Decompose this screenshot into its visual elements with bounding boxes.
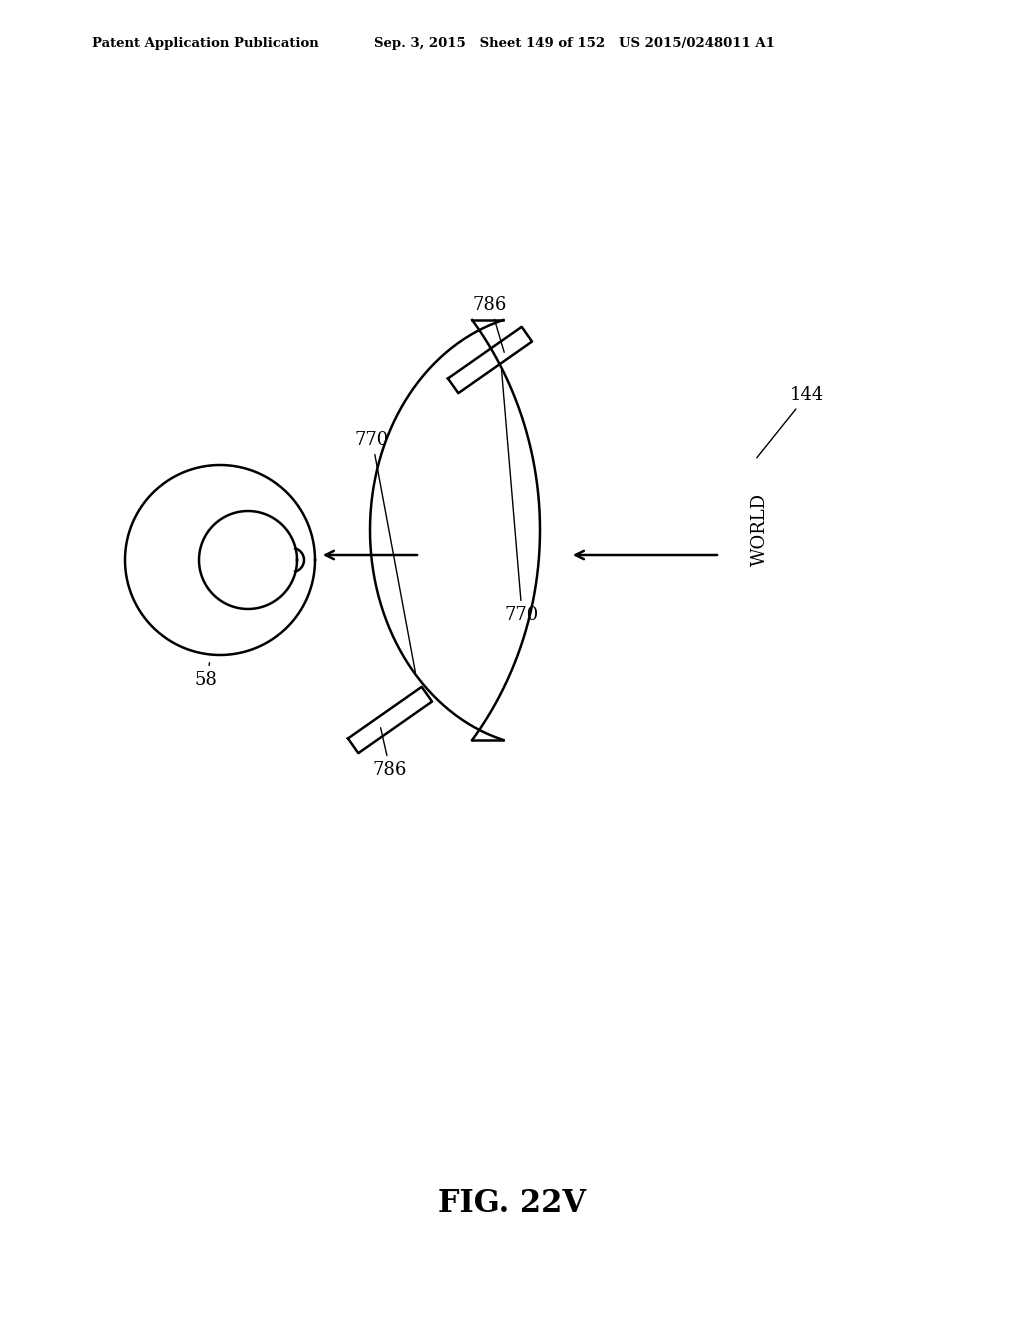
Text: 144: 144 [757, 385, 824, 458]
Text: WORLD: WORLD [751, 494, 769, 566]
Text: Sep. 3, 2015   Sheet 149 of 152   US 2015/0248011 A1: Sep. 3, 2015 Sheet 149 of 152 US 2015/02… [374, 37, 774, 50]
Text: 58: 58 [195, 663, 218, 689]
Text: 770: 770 [355, 432, 416, 672]
Text: FIG. 22V: FIG. 22V [438, 1188, 586, 1218]
Text: 786: 786 [373, 727, 408, 779]
Text: 770: 770 [502, 371, 540, 624]
Text: Patent Application Publication: Patent Application Publication [92, 37, 318, 50]
Text: 786: 786 [473, 296, 507, 352]
